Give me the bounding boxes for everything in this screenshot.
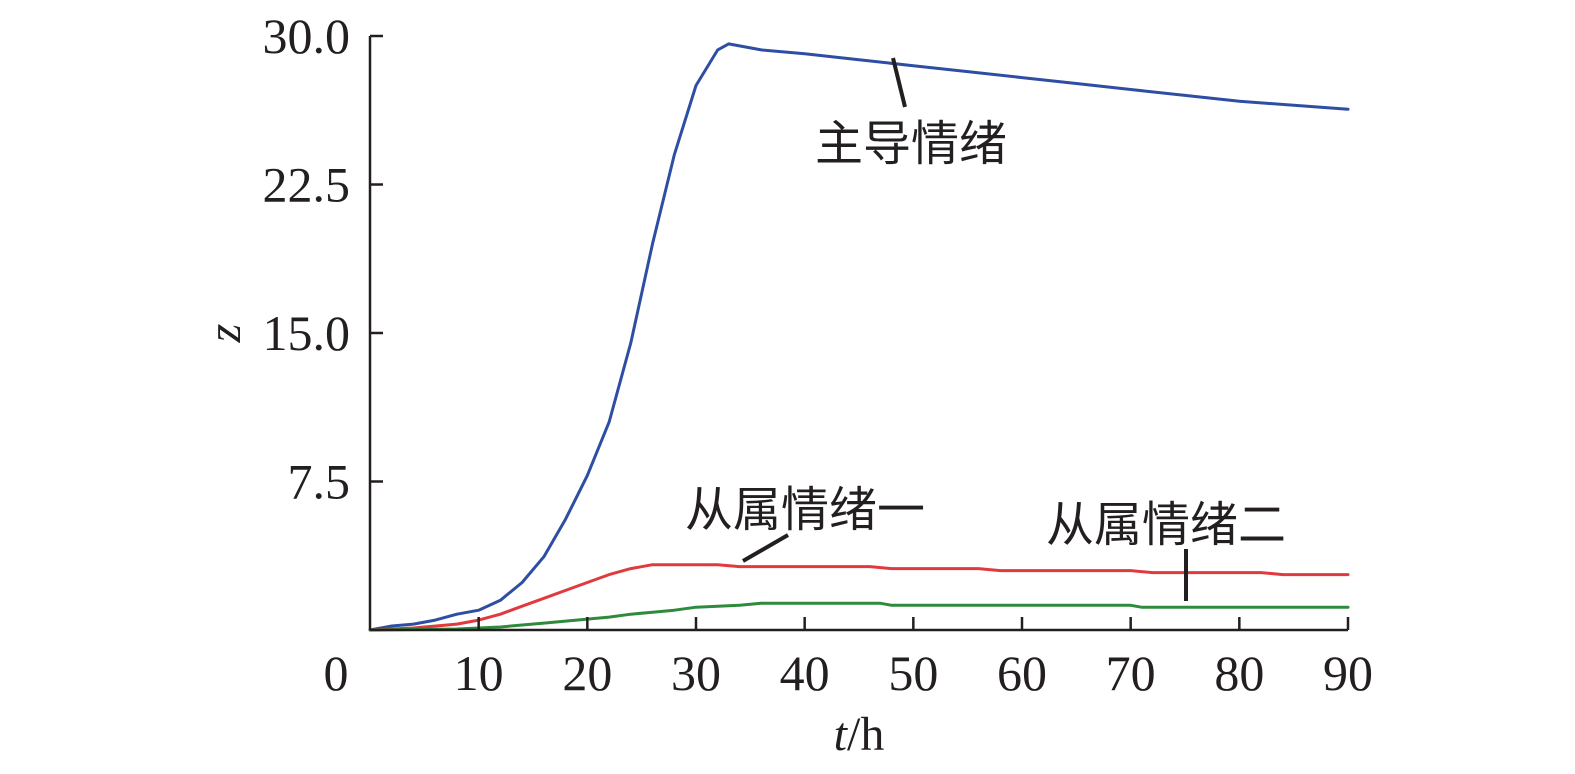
y-tick-label: 15.0	[263, 305, 351, 361]
annotation-dominant: 主导情绪	[815, 116, 1007, 172]
annotation-sub-1: 从属情绪一	[685, 482, 925, 538]
series-line-2	[368, 563, 1350, 632]
series-line-1	[368, 42, 1350, 632]
y-tick-label: 22.5	[263, 157, 351, 213]
x-tick-label: 30	[671, 645, 721, 701]
series-layer	[368, 42, 1350, 632]
y-tick-label: 7.5	[288, 454, 351, 510]
labels-layer: 0 10 20 30 40 50 60 70 80 90 7.5 15.0 22.5 30.0	[263, 8, 1374, 701]
series-line-3	[368, 601, 1350, 632]
x-tick-label: 60	[997, 645, 1047, 701]
annotation-sub-2: 从属情绪二	[1046, 497, 1286, 553]
x-axis-unit: /h	[847, 708, 884, 761]
x-tick-label: 90	[1323, 645, 1373, 701]
x-tick-label: 40	[780, 645, 830, 701]
y-tick-label: 30.0	[263, 8, 351, 64]
x-tick-label: 0	[324, 645, 349, 701]
leader-line-dominant	[891, 57, 907, 108]
leader-line-sub-1	[741, 533, 790, 563]
ticks-layer	[370, 34, 1350, 630]
x-tick-label: 50	[888, 645, 938, 701]
x-tick-label: 20	[562, 645, 612, 701]
y-axis-var: z	[198, 323, 251, 343]
x-tick-label: 10	[454, 645, 504, 701]
x-axis-title: t/h	[834, 708, 885, 761]
y-axis-title: z	[198, 323, 251, 343]
x-axis-var: t	[834, 708, 849, 761]
x-tick-label: 70	[1106, 645, 1156, 701]
x-tick-label: 80	[1214, 645, 1264, 701]
